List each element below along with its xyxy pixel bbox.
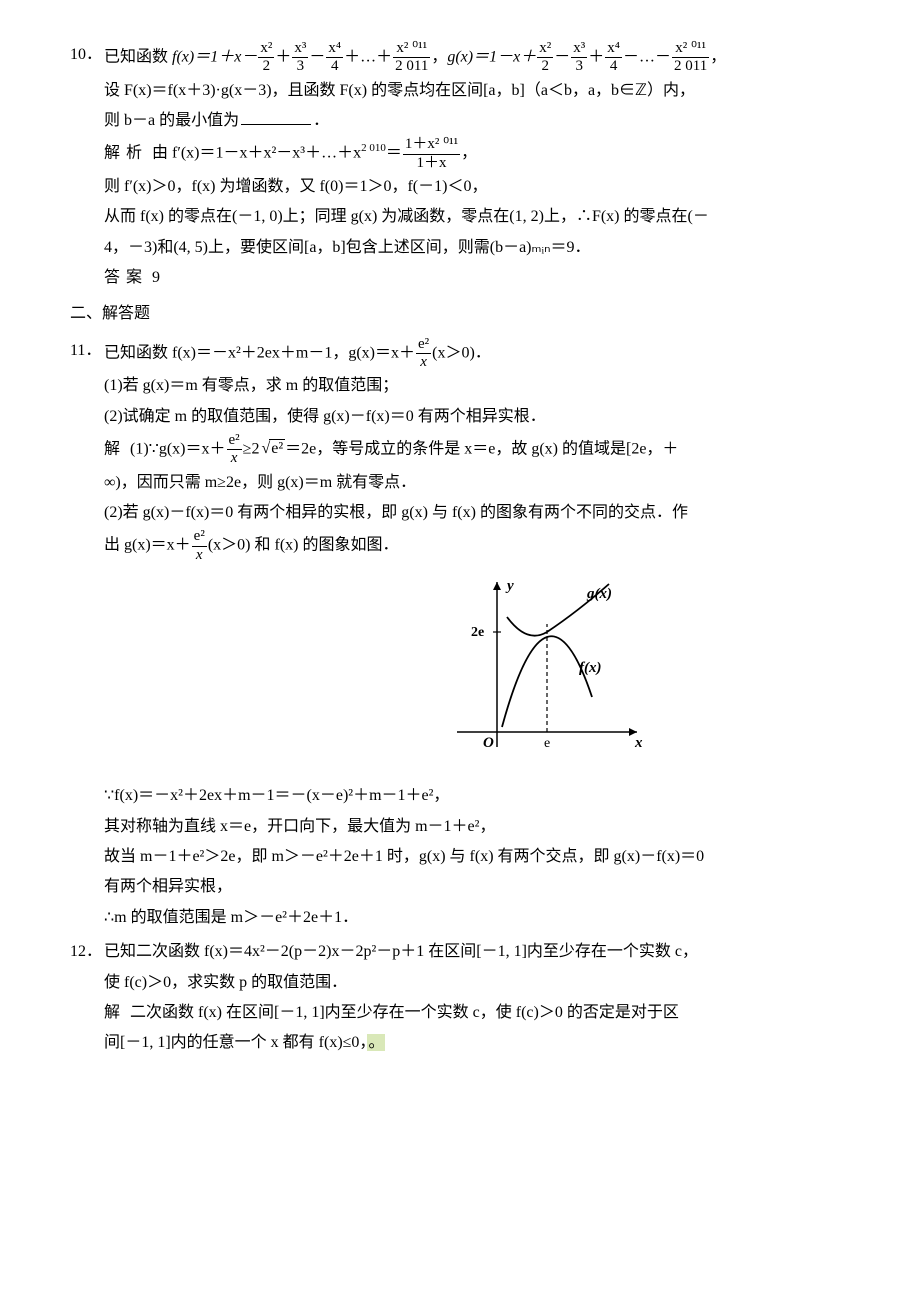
- text: ．: [313, 112, 329, 129]
- problem-body: 已知函数 f(x)＝－x²＋2ex＋m－1，g(x)＝x＋e²x(x＞0)． (…: [104, 336, 920, 933]
- function-graph: y x O e 2e g(x) f(x): [437, 572, 657, 762]
- fraction: 1＋x² ⁰¹¹1＋x: [403, 136, 460, 172]
- text: 出 g(x)＝x＋: [104, 537, 191, 554]
- q10-solution-line4: 4，－3)和(4, 5)上，要使区间[a，b]包含上述区间，则需(b－a)ₘᵢₙ…: [104, 233, 920, 263]
- sqrt: √e²: [259, 434, 285, 464]
- problem-12: 12． 已知二次函数 f(x)＝4x²－2(p－2)x－2p²－p＋1 在区间[…: [70, 937, 920, 1059]
- q12-sol2: 间[－1, 1]内的任意一个 x 都有 f(x)≤0，。: [104, 1028, 920, 1058]
- fraction: x⁴4: [326, 40, 343, 76]
- text: 已知函数: [104, 48, 172, 65]
- problem-10: 10． 已知函数 f(x)＝1＋x－x²2＋x³3－x⁴4＋…＋x² ⁰¹¹2 …: [70, 40, 920, 293]
- q12-stem2: 使 f(c)＞0，求实数 p 的取值范围．: [104, 968, 920, 998]
- q11-sol3: (2)若 g(x)－f(x)＝0 有两个相异的实根，即 g(x) 与 f(x) …: [104, 498, 920, 528]
- q11-sol1: 解 (1)∵g(x)＝x＋e²x≥2√e²＝2e，等号成立的条件是 x＝e，故 …: [104, 432, 920, 468]
- text: (x＞0)．: [432, 344, 491, 361]
- problem-body: 已知二次函数 f(x)＝4x²－2(p－2)x－2p²－p＋1 在区间[－1, …: [104, 937, 920, 1059]
- problem-body: 已知函数 f(x)＝1＋x－x²2＋x³3－x⁴4＋…＋x² ⁰¹¹2 011，…: [104, 40, 920, 293]
- text: 则 b－a 的最小值为: [104, 112, 239, 129]
- text: ＝: [386, 145, 402, 162]
- label-e: e: [544, 736, 550, 751]
- fraction: x²2: [537, 40, 553, 76]
- q11-sol5: ∵f(x)＝－x²＋2ex＋m－1＝－(x－e)²＋m－1＋e²，: [104, 781, 920, 811]
- label-f: f(x): [579, 660, 602, 676]
- text: ，: [710, 48, 726, 65]
- fraction: e²x: [416, 336, 431, 372]
- answer-blank: [241, 108, 311, 125]
- label-O: O: [483, 735, 494, 751]
- text: 间[－1, 1]内的任意一个 x 都有 f(x)≤0，: [104, 1034, 367, 1051]
- text: (1)∵g(x)＝x＋: [130, 440, 226, 457]
- text: (x)＝1＋x－: [176, 48, 257, 65]
- q11-diagram: y x O e 2e g(x) f(x): [104, 572, 920, 773]
- q10-stem-line1: 已知函数 f(x)＝1＋x－x²2＋x³3－x⁴4＋…＋x² ⁰¹¹2 011，…: [104, 40, 920, 76]
- problem-number: 11．: [70, 336, 104, 933]
- text: ≥2: [243, 440, 260, 457]
- q10-stem-line3: 则 b－a 的最小值为 ．: [104, 106, 920, 136]
- q11-sol4: 出 g(x)＝x＋e²x(x＞0) 和 f(x) 的图象如图．: [104, 528, 920, 564]
- fraction: x³3: [571, 40, 587, 76]
- radicand: e²: [269, 439, 285, 457]
- q11-sol6: 其对称轴为直线 x＝e，开口向下，最大值为 m－1＋e²，: [104, 812, 920, 842]
- q11-sol8: 有两个相异实根，: [104, 872, 920, 902]
- solution-label: 解: [104, 1004, 126, 1021]
- fraction: x² ⁰¹¹2 011: [672, 40, 709, 76]
- fraction: x² ⁰¹¹2 011: [393, 40, 430, 76]
- q11-sol9: ∴m 的取值范围是 m＞－e²＋2e＋1．: [104, 903, 920, 933]
- text: 由 f′(x)＝1－x＋x²－x³＋…＋x: [152, 145, 361, 162]
- text: ，: [461, 145, 477, 162]
- highlight-mark: 。: [367, 1034, 385, 1051]
- y-arrow-icon: [493, 582, 501, 590]
- q10-solution-line2: 则 f′(x)＞0，f(x) 为增函数，又 f(0)＝1＞0，f(－1)＜0，: [104, 172, 920, 202]
- q11-sol7: 故当 m－1＋e²＞2e，即 m＞－e²＋2e＋1 时，g(x) 与 f(x) …: [104, 842, 920, 872]
- solution-label: 解: [104, 440, 126, 457]
- q11-part2: (2)试确定 m 的取值范围，使得 g(x)－f(x)＝0 有两个相异实根．: [104, 402, 920, 432]
- answer-value: 9: [152, 269, 160, 286]
- q10-solution-line1: 解析 由 f′(x)＝1－x＋x²－x³＋…＋x2 010＝1＋x² ⁰¹¹1＋…: [104, 136, 920, 172]
- fraction: x²2: [258, 40, 274, 76]
- q12-sol1: 解 二次函数 f(x) 在区间[－1, 1]内至少存在一个实数 c，使 f(c)…: [104, 998, 920, 1028]
- text: (x＞0) 和 f(x) 的图象如图．: [208, 537, 399, 554]
- text: (x)＝1－x＋: [455, 48, 536, 65]
- fraction: x³3: [292, 40, 308, 76]
- problem-number: 12．: [70, 937, 104, 1059]
- section-heading: 二、解答题: [70, 299, 920, 329]
- q10-stem-line2: 设 F(x)＝f(x＋3)·g(x－3)，且函数 F(x) 的零点均在区间[a，…: [104, 76, 920, 106]
- label-g: g(x): [586, 586, 612, 602]
- q10-answer: 答案 9: [104, 263, 920, 293]
- q11-sol2: ∞)，因而只需 m≥2e，则 g(x)＝m 就有零点．: [104, 468, 920, 498]
- solution-label: 解析: [104, 145, 148, 162]
- fraction: x⁴4: [605, 40, 622, 76]
- answer-label: 答案: [104, 269, 148, 286]
- label-2e: 2e: [471, 625, 484, 640]
- label-x: x: [634, 735, 643, 751]
- text: 已知函数 f(x)＝－x²＋2ex＋m－1，g(x)＝x＋: [104, 344, 415, 361]
- fraction: e²x: [227, 432, 242, 468]
- fraction: e²x: [192, 528, 207, 564]
- q11-part1: (1)若 g(x)＝m 有零点，求 m 的取值范围；: [104, 371, 920, 401]
- problem-11: 11． 已知函数 f(x)＝－x²＋2ex＋m－1，g(x)＝x＋e²x(x＞0…: [70, 336, 920, 933]
- text: 二次函数 f(x) 在区间[－1, 1]内至少存在一个实数 c，使 f(c)＞0…: [130, 1004, 679, 1021]
- q12-stem1: 已知二次函数 f(x)＝4x²－2(p－2)x－2p²－p＋1 在区间[－1, …: [104, 937, 920, 967]
- q10-solution-line3: 从而 f(x) 的零点在(－1, 0)上；同理 g(x) 为减函数，零点在(1,…: [104, 202, 920, 232]
- text: ＝2e，等号成立的条件是 x＝e，故 g(x) 的值域是[2e，＋: [285, 440, 678, 457]
- problem-number: 10．: [70, 40, 104, 293]
- q11-stem: 已知函数 f(x)＝－x²＋2ex＋m－1，g(x)＝x＋e²x(x＞0)．: [104, 336, 920, 372]
- exponent: 2 010: [361, 142, 386, 154]
- label-y: y: [505, 578, 514, 594]
